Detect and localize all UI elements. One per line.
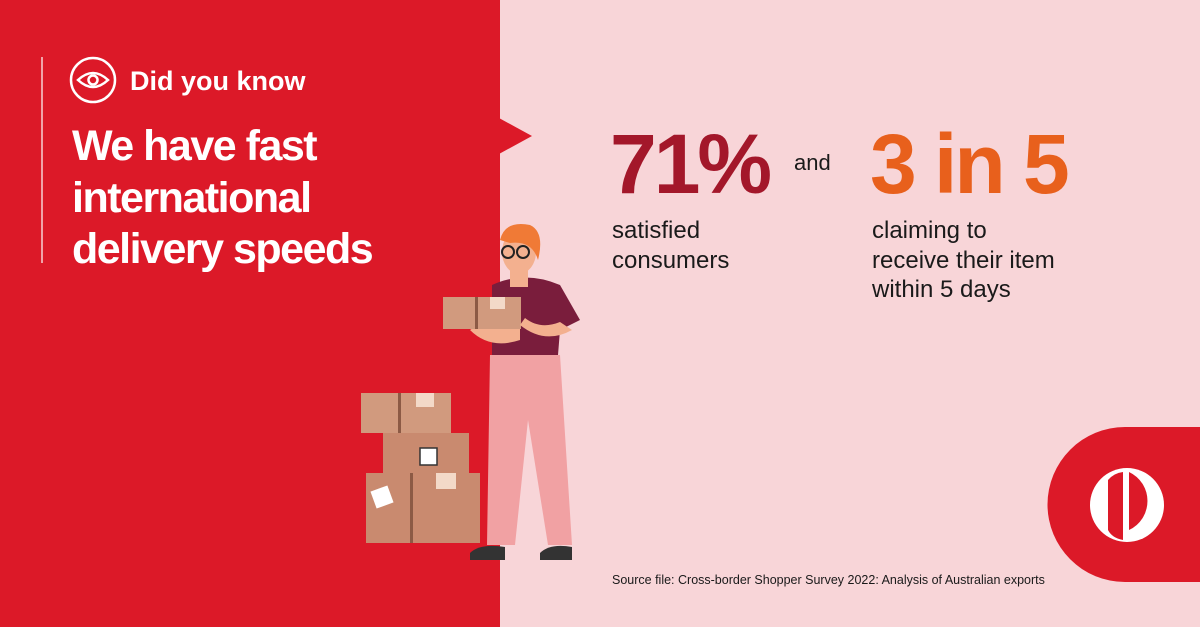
headline: delivery speeds (72, 225, 373, 273)
headline: international (72, 174, 311, 222)
stat-description: consumers (612, 247, 729, 274)
stat-figure: 3 in 5 (870, 117, 1068, 211)
headline: We have fast (72, 122, 317, 170)
stat-description: satisfied (612, 217, 700, 244)
illustration (361, 224, 580, 560)
stat-description: within 5 days (871, 276, 1011, 303)
connector: and (794, 150, 831, 175)
logo (1047, 427, 1200, 582)
panel-notch (499, 118, 532, 154)
badge: Did you know (130, 66, 306, 96)
stat-description: claiming to (872, 217, 987, 244)
stat-description: receive their item (872, 247, 1055, 274)
source: Source file: Cross-border Shopper Survey… (612, 573, 1045, 587)
stat-figure: 71% (610, 117, 770, 211)
eye-icon (69, 56, 117, 104)
